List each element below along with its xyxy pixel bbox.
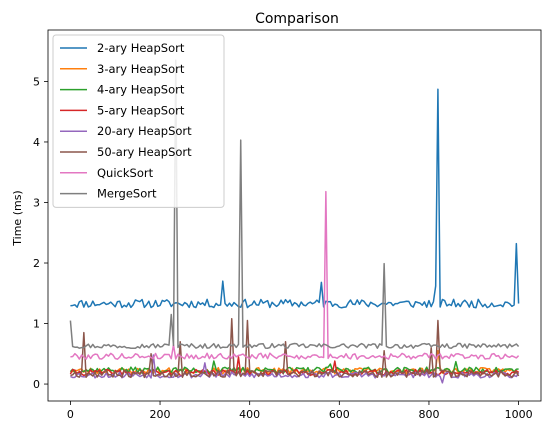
legend-label-5-ary-heapsort: 5-ary HeapSort bbox=[97, 103, 185, 117]
y-tick-label: 5 bbox=[33, 75, 40, 88]
legend-label-4-ary-heapsort: 4-ary HeapSort bbox=[97, 83, 185, 97]
chart-title: Comparison bbox=[255, 11, 339, 27]
y-tick-label: 4 bbox=[33, 136, 40, 149]
series-line-5-ary-heapsort bbox=[69, 356, 520, 377]
y-tick-label: 3 bbox=[33, 196, 40, 209]
x-tick-label: 1000 bbox=[505, 408, 533, 421]
series-layer bbox=[69, 59, 520, 384]
x-tick-label: 600 bbox=[329, 408, 350, 421]
x-tick-label: 200 bbox=[150, 408, 171, 421]
legend-label-2-ary-heapsort: 2-ary HeapSort bbox=[97, 41, 185, 55]
legend-label-50-ary-heapsort: 50-ary HeapSort bbox=[97, 145, 192, 159]
x-tick-label: 800 bbox=[418, 408, 439, 421]
series-line-50-ary-heapsort bbox=[70, 317, 520, 379]
series-line-quicksort bbox=[70, 190, 520, 360]
x-tick-label: 0 bbox=[67, 408, 74, 421]
legend-box bbox=[52, 34, 225, 208]
y-axis-label: Time (ms) bbox=[11, 190, 24, 246]
series-line-mergesort bbox=[69, 59, 520, 350]
legend-label-quicksort: QuickSort bbox=[97, 166, 154, 180]
legend-label-mergesort: MergeSort bbox=[97, 187, 157, 201]
series-line-2-ary-heapsort bbox=[70, 88, 520, 309]
legend-label-20-ary-heapsort: 20-ary HeapSort bbox=[97, 124, 192, 138]
axes-layer: 0 200 400 600 800 1000 0 1 2 3 4 5 bbox=[33, 29, 542, 421]
y-tick-label: 0 bbox=[33, 378, 40, 391]
y-tick-label: 2 bbox=[33, 257, 40, 270]
legend: 2-ary HeapSort 3-ary HeapSort 4-ary HeapSo… bbox=[52, 34, 225, 208]
legend-label-3-ary-heapsort: 3-ary HeapSort bbox=[97, 62, 185, 76]
y-tick-label: 1 bbox=[33, 318, 40, 331]
plot-frame bbox=[47, 29, 542, 402]
x-tick-label: 400 bbox=[239, 408, 260, 421]
